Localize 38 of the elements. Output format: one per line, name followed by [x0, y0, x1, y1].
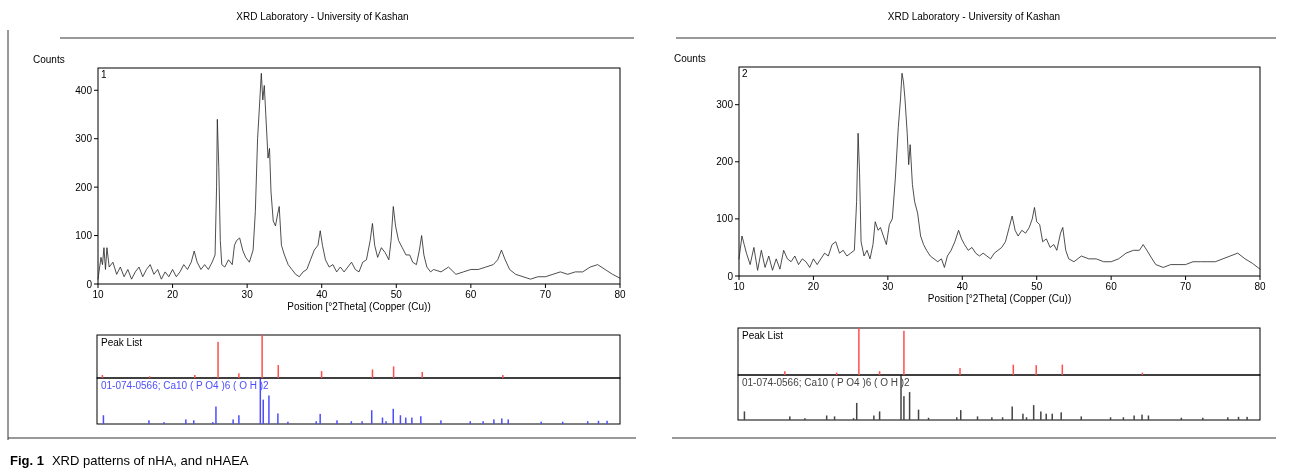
y-tick-label: 0 — [86, 278, 93, 290]
annotation: 2 — [742, 68, 748, 79]
y-tick-label: 200 — [75, 181, 93, 193]
x-tick-label: 30 — [882, 281, 894, 292]
x-axis-title: Position [°2Theta] (Copper (Cu)) — [927, 293, 1072, 304]
caption: Fig. 1 — [10, 453, 44, 468]
x-tick-label: 10 — [92, 289, 104, 300]
chart-title: XRD Laboratory - University of Kashan — [887, 11, 1061, 22]
x-tick-label: 80 — [614, 289, 626, 300]
x-tick-label: 10 — [733, 281, 745, 292]
x-tick-label: 70 — [539, 289, 552, 300]
x-axis-title: Position [°2Theta] (Copper (Cu)) — [287, 301, 431, 312]
x-tick-label: 20 — [807, 281, 820, 292]
x-tick-label: 40 — [956, 281, 969, 292]
chart-title: Peak List — [742, 330, 784, 341]
y-axis-title: Counts — [674, 53, 706, 64]
x-tick-label: 70 — [1180, 281, 1192, 292]
y-tick-label: 0 — [727, 270, 734, 282]
x-tick-label: 30 — [241, 289, 254, 300]
y-tick-label: 100 — [716, 213, 734, 225]
x-tick-label: 50 — [1031, 281, 1043, 292]
text: XRD patterns of nHA, and nHAEA — [51, 453, 249, 468]
y-axis-title: Counts — [33, 54, 65, 65]
x-tick-label: 80 — [1254, 281, 1266, 292]
x-tick-label: 40 — [316, 289, 328, 300]
x-tick-label: 60 — [465, 289, 477, 300]
x-tick-label: 60 — [1105, 281, 1118, 292]
chart-title: XRD Laboratory - University of Kashan — [236, 11, 409, 22]
y-tick-label: 300 — [716, 99, 734, 111]
x-tick-label: 20 — [167, 289, 179, 300]
x-tick-label: 50 — [390, 289, 403, 300]
annotation: 1 — [101, 69, 107, 80]
chart-title: Peak List — [101, 337, 143, 348]
y-tick-label: 300 — [75, 133, 93, 145]
y-tick-label: 400 — [75, 84, 93, 96]
y-tick-label: 100 — [75, 230, 93, 242]
y-tick-label: 200 — [716, 156, 734, 168]
line-series — [97, 72, 621, 280]
